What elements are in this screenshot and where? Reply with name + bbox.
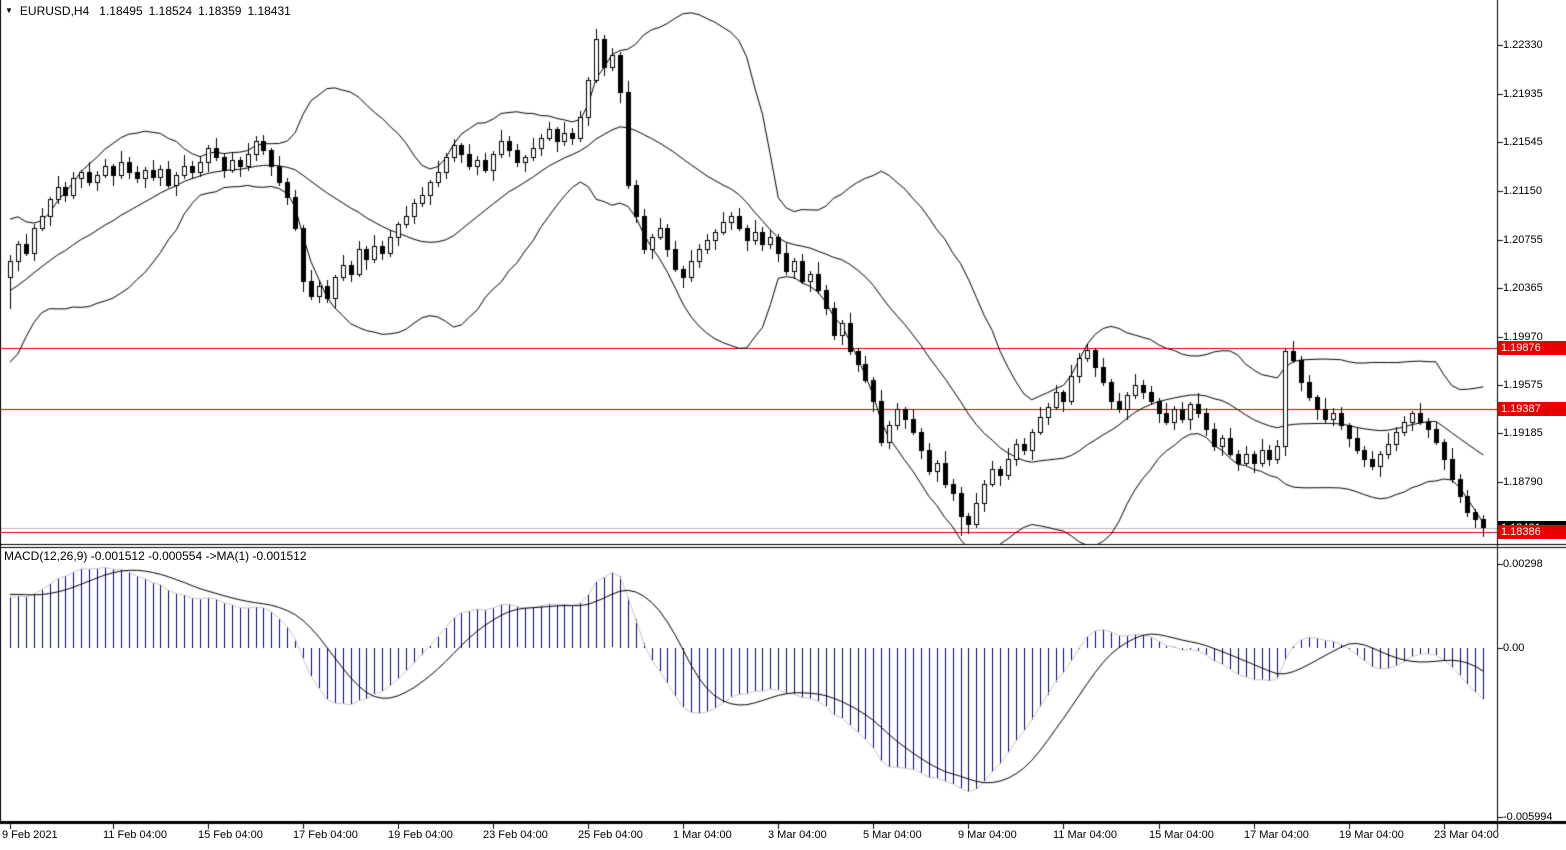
chart-title-overlay: ▼ EURUSD,H4 1.18495 1.18524 1.18359 1.18431 bbox=[5, 4, 297, 18]
symbol-period-label: EURUSD,H4 bbox=[19, 4, 90, 18]
close-value: 1.18431 bbox=[247, 4, 291, 18]
low-value: 1.18359 bbox=[198, 4, 242, 18]
open-value: 1.18495 bbox=[99, 4, 143, 18]
high-value: 1.18524 bbox=[148, 4, 193, 18]
chart-shift-marker-icon: ▼ bbox=[5, 6, 13, 15]
macd-indicator-label: MACD(12,26,9) -0.001512 -0.000554 ->MA(1… bbox=[4, 549, 307, 563]
